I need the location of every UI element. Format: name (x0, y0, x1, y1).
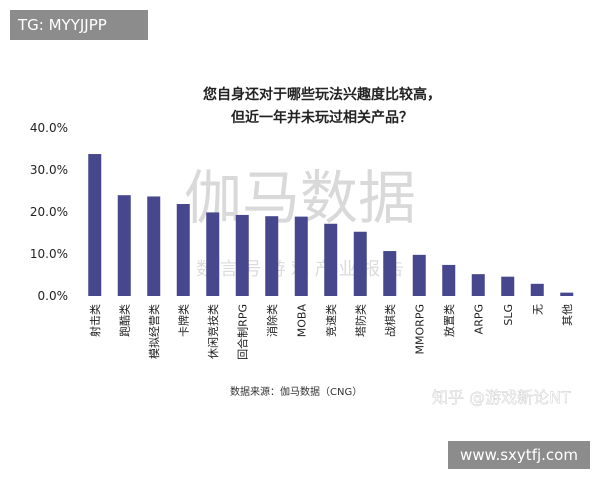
watermark-corner: 知乎 @游戏新论NT (432, 388, 571, 407)
bar (501, 276, 515, 296)
bar (88, 154, 102, 296)
source-note: 数据来源：伽马数据（CNG） (230, 385, 362, 398)
bar (294, 216, 308, 296)
watermark-tag: TG: MYYJJPP (10, 10, 148, 40)
x-tick-label: 无 (531, 304, 544, 315)
bar (383, 251, 397, 296)
x-tick-label: 休闲竞技类 (206, 304, 220, 359)
x-tick-label: MMORPG (413, 304, 426, 354)
y-tick-label: 10.0% (30, 247, 68, 261)
bar (324, 223, 338, 296)
x-tick-label: 竞速类 (324, 304, 338, 337)
x-tick-label: SLG (502, 304, 515, 326)
x-tick-label: ARPG (472, 304, 485, 334)
x-tick-label: 回合制RPG (235, 304, 249, 360)
x-tick-label: 放置类 (442, 304, 456, 337)
bar (442, 264, 456, 296)
y-tick-label: 20.0% (30, 205, 68, 219)
bar (560, 292, 574, 296)
bar (117, 195, 131, 296)
bars (88, 154, 574, 296)
x-tick-label: 消除类 (265, 304, 279, 337)
x-axis-labels: 射击类 跑酷类 模拟经营类 卡牌类 休闲竞技类 回合制RPG 消除类 MOBA 竞速类 塔防类 战棋… (88, 304, 574, 360)
y-tick-label: 40.0% (30, 121, 68, 135)
bar (265, 216, 279, 296)
x-tick-label: 其他 (561, 304, 574, 326)
y-tick-label: 30.0% (30, 163, 68, 177)
x-tick-label: 跑酷类 (117, 304, 131, 337)
x-tick-label: 模拟经营类 (147, 304, 161, 359)
bar (412, 254, 426, 296)
bar (206, 212, 220, 296)
x-tick-label: MOBA (295, 304, 308, 338)
watermark-bottom: www.sxytfj.com (448, 441, 590, 469)
bar (176, 204, 190, 296)
x-tick-label: 塔防类 (353, 304, 367, 337)
y-tick-label: 0.0% (38, 289, 69, 303)
bar (147, 196, 161, 296)
bar (471, 274, 485, 296)
chart-title-line-2: 但近一年并未玩过相关产品？ (230, 109, 413, 126)
x-tick-label: 战棋类 (383, 304, 397, 337)
bar (235, 214, 249, 296)
bar (353, 231, 367, 296)
x-tick-label: 射击类 (88, 304, 102, 337)
bar (530, 283, 544, 296)
x-tick-label: 卡牌类 (176, 304, 190, 337)
chart-title-line-1: 您自身还对于哪些玩法兴趣度比较高， (203, 86, 441, 103)
y-axis: 40.0% 30.0% 20.0% 10.0% 0.0% (30, 121, 68, 303)
